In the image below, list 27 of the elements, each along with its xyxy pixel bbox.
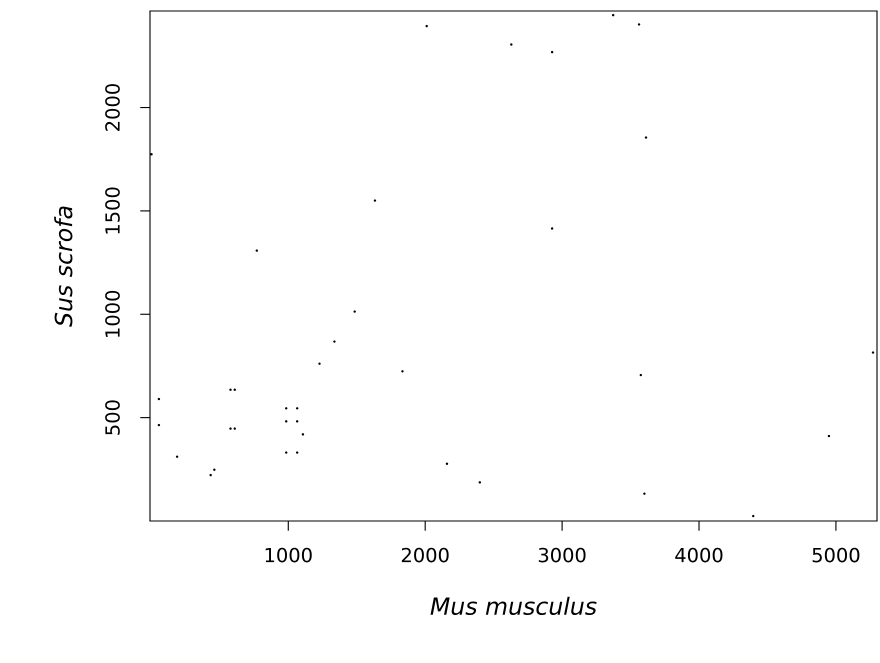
point [401,370,404,373]
point [158,424,160,426]
x-tick-label: 1000 [266,548,312,562]
point [478,481,482,484]
point [640,374,642,376]
point [158,398,160,400]
point [209,474,212,476]
point [302,433,304,436]
point [296,420,298,423]
y-tick-label: 1000 [105,290,120,337]
point [333,340,336,343]
x-tick-label: 5000 [812,548,860,562]
y-tick-label: 500 [105,400,120,435]
point [612,14,614,16]
y-tick-label: 1500 [105,187,120,234]
point [296,407,298,410]
point [425,24,428,28]
y-axis-title: Sus scrofa [54,206,72,327]
x-axis-title: Mus musculus [430,596,597,616]
x-tick-label: 4000 [675,548,722,562]
point [353,310,356,313]
point [550,227,554,230]
point [296,451,298,454]
x-tick-label: 3000 [538,548,586,562]
y-tick-label: 2000 [105,84,120,131]
x-tick-label: 2000 [402,548,449,562]
point [550,50,554,54]
